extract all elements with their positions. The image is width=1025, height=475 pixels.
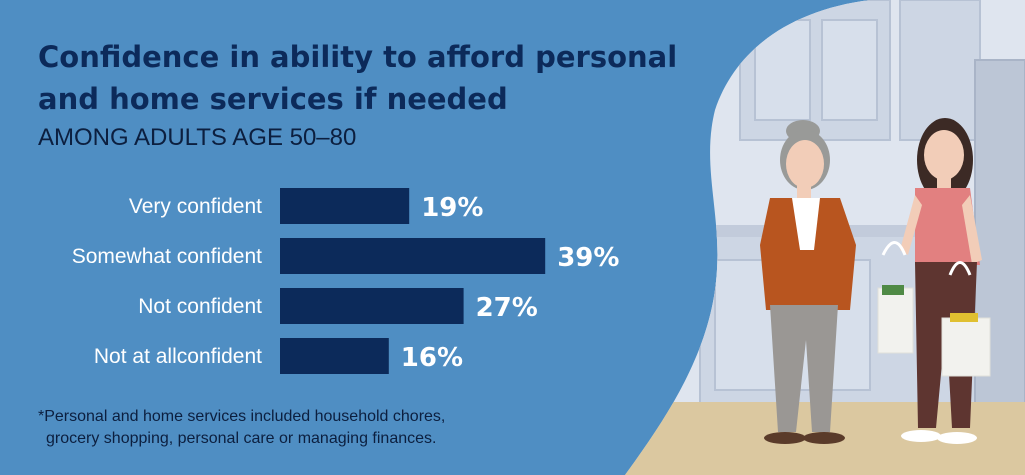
- value-label: 27%: [476, 293, 538, 323]
- value-label: 16%: [401, 343, 463, 373]
- category-label: Not confident: [138, 295, 262, 318]
- older-woman-icon: [760, 120, 856, 444]
- footnote-line-1: *Personal and home services included hou…: [38, 408, 446, 425]
- bar: [280, 338, 389, 374]
- value-label: 39%: [557, 243, 619, 273]
- bar: [280, 188, 410, 224]
- category-label: Very confident: [129, 195, 262, 218]
- grocery-bag-icon: [877, 241, 991, 377]
- footnote-line-2: grocery shopping, personal care or manag…: [46, 430, 437, 447]
- value-label: 19%: [421, 193, 483, 223]
- bar: [280, 238, 546, 274]
- footnote: *Personal and home services included hou…: [38, 406, 558, 450]
- bar: [280, 288, 464, 324]
- bar-chart: Very confident 19% Somewhat confident 39% No…: [72, 188, 619, 374]
- younger-woman-icon: [900, 118, 982, 444]
- category-label: Somewhat confident: [72, 245, 262, 268]
- chart-title: Confidence in ability to afford personal…: [38, 40, 678, 116]
- category-label: Not at allconfident: [94, 345, 262, 368]
- chart-subtitle: AMONG ADULTS AGE 50–80: [38, 124, 357, 151]
